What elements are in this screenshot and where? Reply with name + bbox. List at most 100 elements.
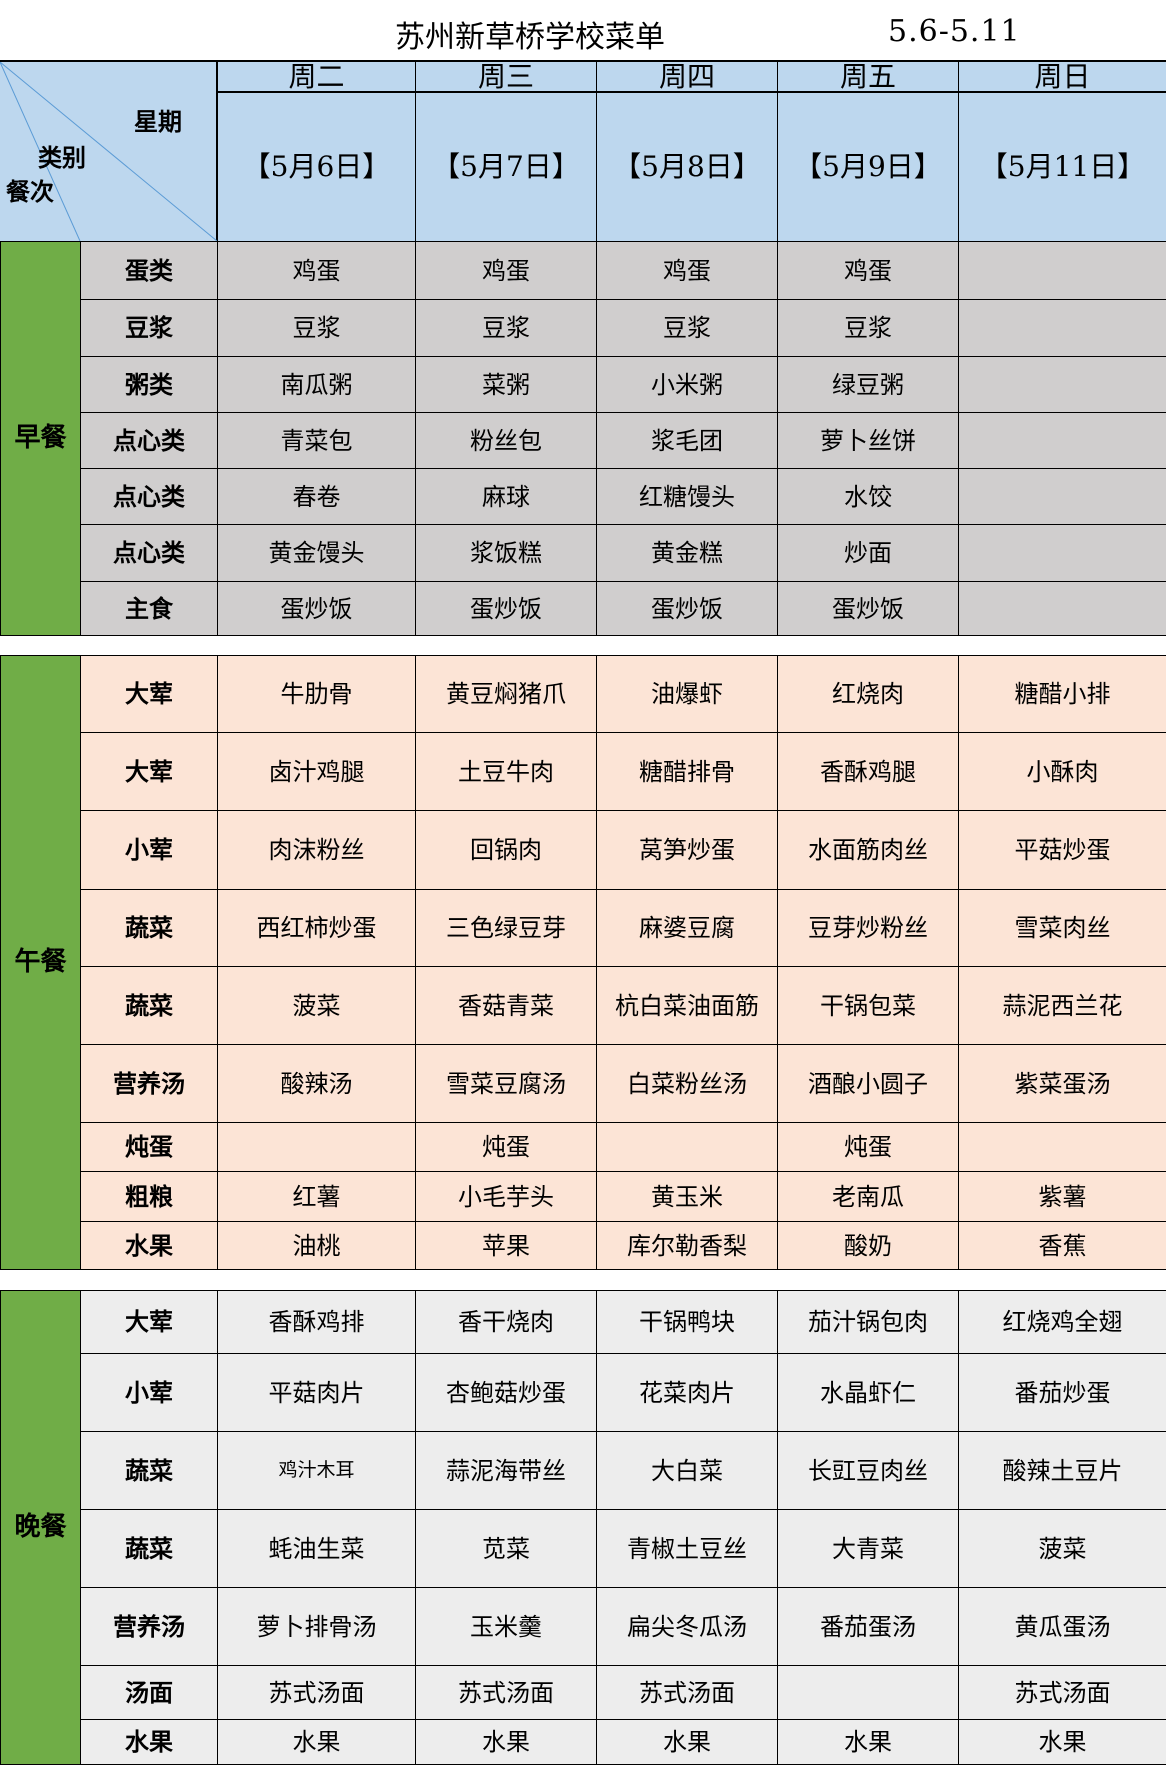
date-range: 5.6-5.11 [888,14,1021,49]
corner-category-label: 类别 [38,138,86,173]
dish-cell: 香酥鸡腿 [778,733,959,811]
dish-cell: 库尔勒香梨 [597,1222,778,1270]
weekday-label: 周四 [597,62,777,93]
dish-cell: 糖醋小排 [959,656,1166,733]
dish-cell: 小毛芋头 [416,1172,597,1222]
dish-cell: 鸡蛋 [218,242,416,300]
dish-cell: 干锅包菜 [778,967,959,1045]
dish-cell: 鸡蛋 [778,242,959,300]
dish-cell: 番茄炒蛋 [959,1354,1166,1432]
dish-cell: 杏鲍菇炒蛋 [416,1354,597,1432]
dish-cell: 苏式汤面 [597,1666,778,1720]
dish-cell: 酒酿小圆子 [778,1045,959,1123]
dish-cell: 豆浆 [416,300,597,357]
dish-cell: 红烧肉 [778,656,959,733]
menu-row: 点心类黄金馒头浆饭糕黄金糕炒面 [1,525,1166,582]
dish-cell: 水果 [959,1720,1166,1765]
dish-cell: 紫菜蛋汤 [959,1045,1166,1123]
menu-row: 蔬菜鸡汁木耳蒜泥海带丝大白菜长豇豆肉丝酸辣土豆片 [1,1432,1166,1510]
dish-cell: 蛋炒饭 [597,582,778,636]
dish-cell: 牛肋骨 [218,656,416,733]
dish-cell: 绿豆粥 [778,357,959,413]
dish-cell: 青菜包 [218,413,416,469]
menu-row: 蔬菜西红柿炒蛋三色绿豆芽麻婆豆腐豆芽炒粉丝雪菜肉丝 [1,890,1166,967]
dish-cell: 紫薯 [959,1172,1166,1222]
dish-cell: 雪菜肉丝 [959,890,1166,967]
category-label: 点心类 [81,469,218,525]
menu-row: 大荤卤汁鸡腿土豆牛肉糖醋排骨香酥鸡腿小酥肉 [1,733,1166,811]
lunch-label: 午餐 [1,656,81,1270]
dish-cell [959,469,1166,525]
dish-cell: 三色绿豆芽 [416,890,597,967]
menu-row: 营养汤酸辣汤雪菜豆腐汤白菜粉丝汤酒酿小圆子紫菜蛋汤 [1,1045,1166,1123]
dish-cell: 苏式汤面 [416,1666,597,1720]
category-label: 水果 [81,1720,218,1765]
dish-cell: 番茄蛋汤 [778,1588,959,1666]
dish-cell: 大青菜 [778,1510,959,1588]
dish-cell: 炖蛋 [416,1123,597,1172]
menu-row: 晚餐大荤香酥鸡排香干烧肉干锅鸭块茄汁锅包肉红烧鸡全翅 [1,1291,1166,1354]
corner-week-label: 星期 [134,102,182,137]
dish-cell: 豆芽炒粉丝 [778,890,959,967]
dish-cell: 平菇炒蛋 [959,811,1166,890]
menu-row: 汤面苏式汤面苏式汤面苏式汤面苏式汤面 [1,1666,1166,1720]
dish-cell [778,1666,959,1720]
menu-row: 炖蛋 炖蛋 炖蛋 [1,1123,1166,1172]
dish-cell: 花菜肉片 [597,1354,778,1432]
menu-row: 粗粮红薯小毛芋头黄玉米老南瓜紫薯 [1,1172,1166,1222]
dish-cell: 水果 [218,1720,416,1765]
diagonal-lines [0,62,217,241]
weekday-label: 周日 [959,62,1166,93]
category-label: 水果 [81,1222,218,1270]
dish-cell: 小米粥 [597,357,778,413]
dish-cell: 鸡蛋 [597,242,778,300]
dish-cell: 炖蛋 [778,1123,959,1172]
weekday-label: 周五 [778,62,958,93]
dish-cell: 水面筋肉丝 [778,811,959,890]
date-label: 【5月6日】 [218,93,415,241]
dish-cell: 水果 [778,1720,959,1765]
menu-row: 水果油桃苹果库尔勒香梨酸奶香蕉 [1,1222,1166,1270]
dish-cell: 豆浆 [778,300,959,357]
category-label: 炖蛋 [81,1123,218,1172]
dish-cell: 菜粥 [416,357,597,413]
category-label: 主食 [81,582,218,636]
category-label: 点心类 [81,413,218,469]
dish-cell: 平菇肉片 [218,1354,416,1432]
dish-cell: 蒜泥海带丝 [416,1432,597,1510]
menu-row: 主食蛋炒饭蛋炒饭蛋炒饭蛋炒饭 [1,582,1166,636]
menu-row: 早餐蛋类鸡蛋鸡蛋鸡蛋鸡蛋 [1,242,1166,300]
dish-cell: 酸辣土豆片 [959,1432,1166,1510]
dish-cell: 干锅鸭块 [597,1291,778,1354]
dish-cell: 黄金馒头 [218,525,416,582]
dish-cell: 豆浆 [597,300,778,357]
dish-cell: 香酥鸡排 [218,1291,416,1354]
breakfast-table: 早餐蛋类鸡蛋鸡蛋鸡蛋鸡蛋豆浆豆浆豆浆豆浆豆浆粥类南瓜粥菜粥小米粥绿豆粥点心类青菜… [0,241,1166,636]
dish-cell: 西红柿炒蛋 [218,890,416,967]
dish-cell: 莴笋炒蛋 [597,811,778,890]
dish-cell: 红糖馒头 [597,469,778,525]
category-label: 汤面 [81,1666,218,1720]
dish-cell: 红薯 [218,1172,416,1222]
dish-cell: 黄金糕 [597,525,778,582]
dish-cell: 菠菜 [959,1510,1166,1588]
dish-cell: 浆毛团 [597,413,778,469]
dish-cell: 鸡汁木耳 [218,1432,416,1510]
dish-cell: 蛋炒饭 [218,582,416,636]
dish-cell: 苋菜 [416,1510,597,1588]
dish-cell [959,413,1166,469]
menu-row: 午餐大荤牛肋骨黄豆焖猪爪油爆虾红烧肉糖醋小排 [1,656,1166,733]
category-label: 粗粮 [81,1172,218,1222]
dish-cell [959,1123,1166,1172]
dish-cell: 蚝油生菜 [218,1510,416,1588]
dish-cell [959,582,1166,636]
date-label: 【5月9日】 [778,93,958,241]
category-label: 小荤 [81,811,218,890]
menu-row: 蔬菜菠菜香菇青菜杭白菜油面筋干锅包菜蒜泥西兰花 [1,967,1166,1045]
dish-cell: 南瓜粥 [218,357,416,413]
dish-cell [959,525,1166,582]
dish-cell: 杭白菜油面筋 [597,967,778,1045]
day-column-header: 周日【5月11日】 [958,62,1166,241]
dish-cell: 鸡蛋 [416,242,597,300]
dish-cell: 苏式汤面 [959,1666,1166,1720]
